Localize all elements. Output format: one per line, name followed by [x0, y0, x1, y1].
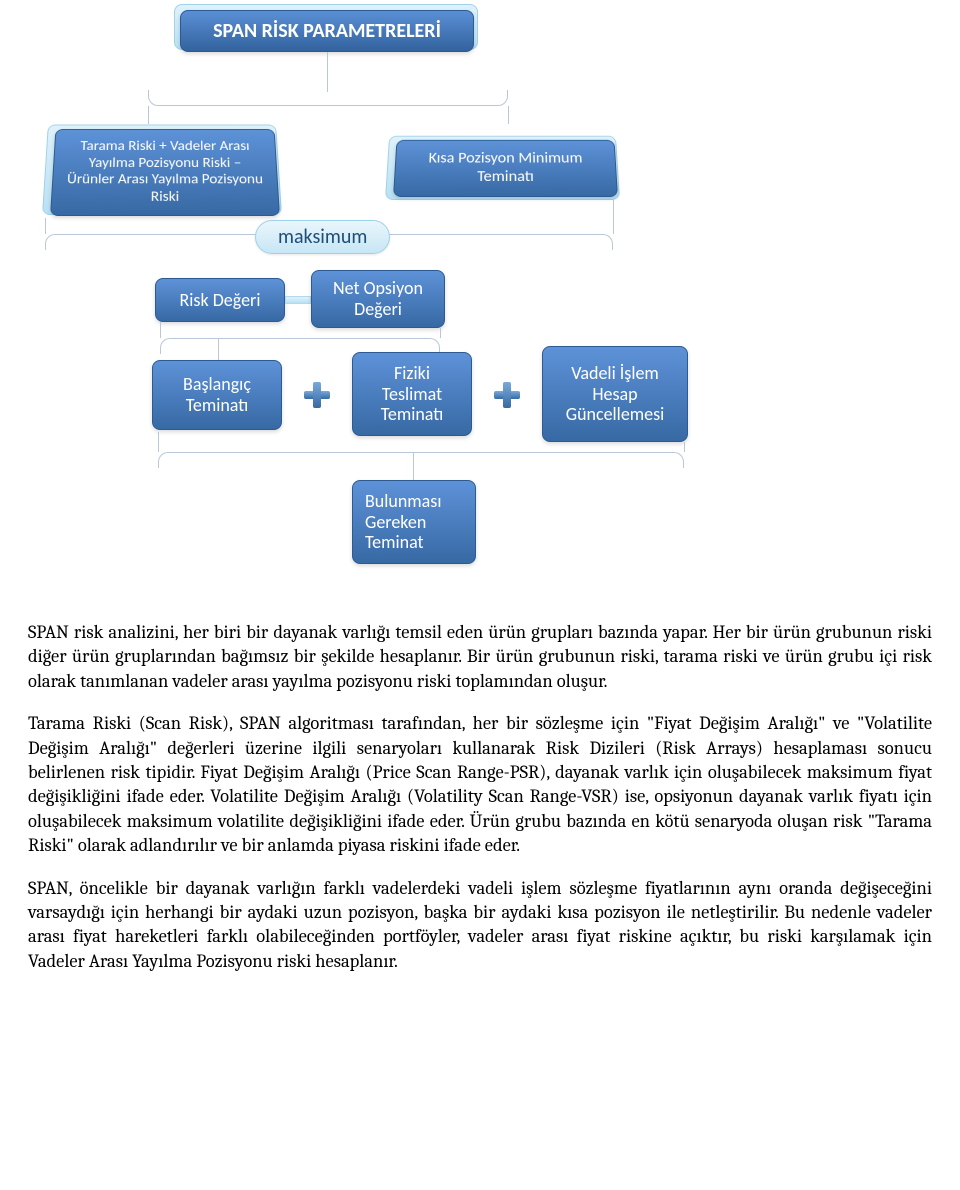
- maksimum-pill: maksimum: [255, 220, 390, 254]
- title-text: SPAN RİSK PARAMETRELERİ: [213, 19, 441, 43]
- paragraph-3: SPAN, öncelikle bir dayanak varlığın far…: [28, 876, 932, 974]
- node-bulunmasi: Bulunması Gereken Teminat: [352, 480, 476, 564]
- body-text: SPAN risk analizini, her biri bir dayana…: [0, 620, 960, 1021]
- node-net-opsiyon: Net Opsiyon Değeri: [311, 270, 445, 328]
- connector-line: [158, 432, 159, 452]
- title-node: SPAN RİSK PARAMETRELERİ: [180, 10, 474, 52]
- connector-line: [218, 338, 219, 360]
- hconnector: [285, 296, 311, 304]
- connector-line: [684, 442, 685, 452]
- connector-line: [327, 52, 328, 92]
- bracket-three: [158, 452, 684, 468]
- paragraph-2: Tarama Riski (Scan Risk), SPAN algoritma…: [28, 711, 932, 857]
- node-label: Tarama Riski + Vadeler Arası Yayılma Poz…: [62, 138, 268, 205]
- node-label: Bulunması Gereken Teminat: [365, 491, 465, 553]
- node-fiziki: Fiziki Teslimat Teminatı: [352, 352, 472, 436]
- connector-line: [508, 106, 509, 124]
- node-label: Başlangıç Teminatı: [163, 374, 271, 415]
- paragraph-1: SPAN risk analizini, her biri bir dayana…: [28, 620, 932, 693]
- connector-line: [613, 200, 614, 234]
- node-risk-degeri: Risk Değeri: [155, 278, 285, 322]
- node-label: Vadeli İşlem Hesap Güncellemesi: [553, 363, 677, 425]
- connector-line: [440, 328, 441, 338]
- connector-line: [45, 218, 46, 234]
- bracket-top: [148, 90, 508, 106]
- node-label: Fiziki Teslimat Teminatı: [363, 363, 461, 425]
- plus-icon: [492, 380, 522, 410]
- node-label: Kısa Pozisyon Minimum Teminatı: [405, 150, 607, 186]
- node-kisa-pozisyon: Kısa Pozisyon Minimum Teminatı: [393, 140, 618, 197]
- node-baslangic: Başlangıç Teminatı: [152, 360, 282, 430]
- pill-label: maksimum: [278, 225, 367, 249]
- node-label: Net Opsiyon Değeri: [322, 278, 434, 319]
- span-risk-diagram: SPAN RİSK PARAMETRELERİ Tarama Riski + V…: [0, 0, 960, 620]
- node-label: Risk Değeri: [180, 289, 261, 311]
- plus-icon: [302, 380, 332, 410]
- node-vadeli: Vadeli İşlem Hesap Güncellemesi: [542, 346, 688, 442]
- connector-line: [160, 322, 161, 338]
- node-tarama-riski: Tarama Riski + Vadeler Arası Yayılma Poz…: [50, 129, 280, 216]
- connector-line: [413, 452, 414, 480]
- connector-line: [148, 106, 149, 124]
